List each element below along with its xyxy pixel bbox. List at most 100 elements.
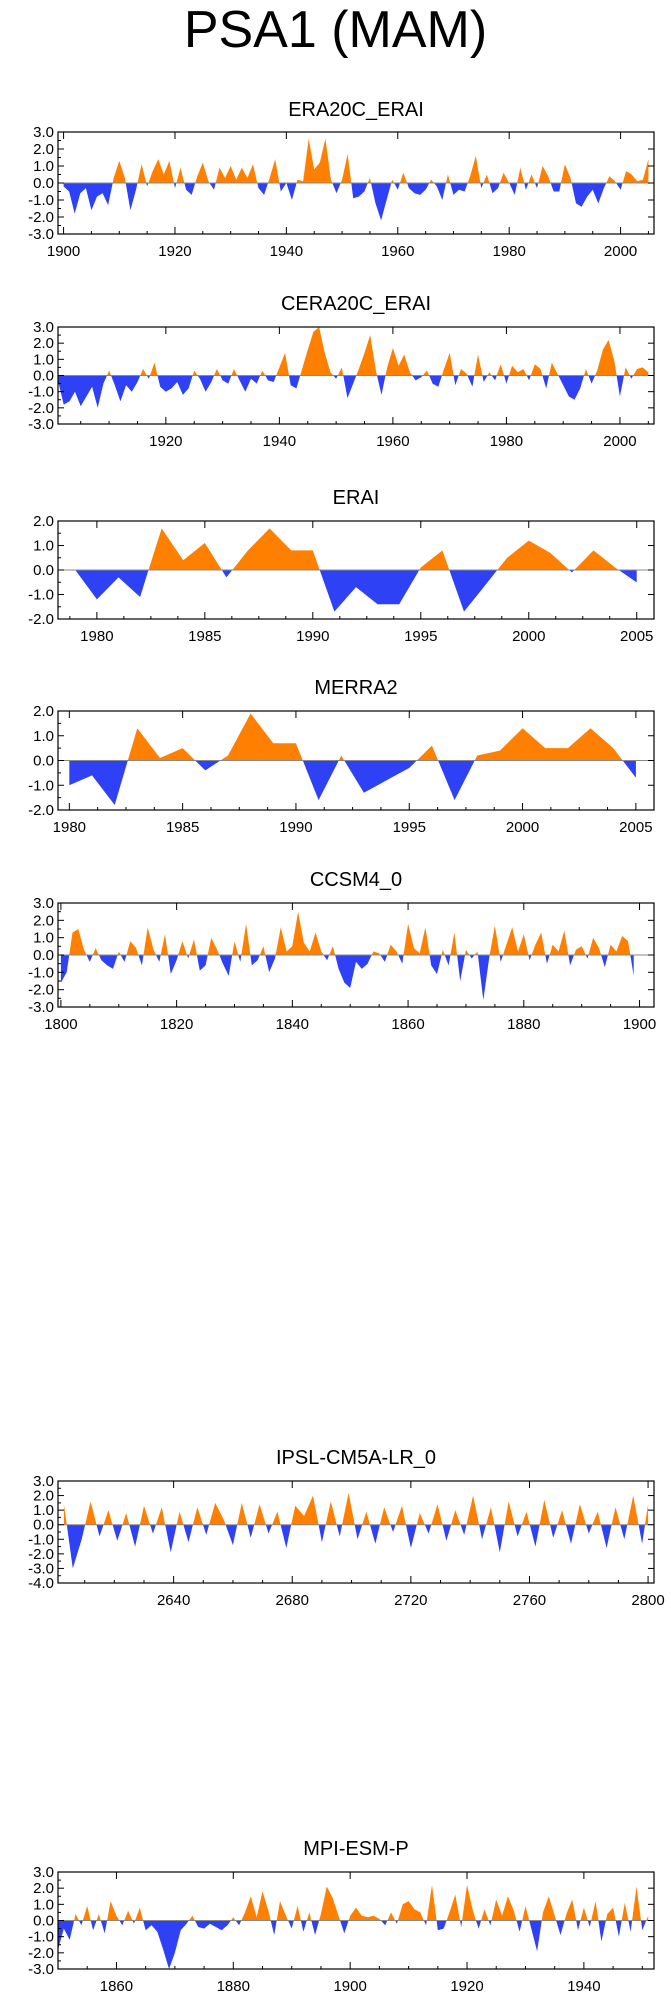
x-tick-label: 2640 (157, 1592, 190, 1609)
y-tick-label: 2.0 (33, 335, 54, 352)
x-tick-label: 1860 (100, 1978, 133, 1995)
y-tick-label: -3.0 (28, 226, 54, 243)
x-tick-label: 1990 (279, 819, 312, 836)
x-tick-label: 1985 (166, 819, 199, 836)
y-tick-label: -3.0 (28, 1560, 54, 1577)
y-tick-label: 2.0 (33, 513, 54, 530)
positive-anomaly-area (58, 327, 649, 376)
x-tick-label: 2000 (604, 243, 637, 260)
y-tick-label: 0.0 (33, 1517, 54, 1534)
chart-panel: CERA20C_ERAI 3.02.01.00.0-1.0-2.0-3.0 1920… (28, 293, 655, 450)
page-title: PSA1 (MAM) (183, 1, 488, 59)
x-tick-label: 1920 (158, 243, 191, 260)
y-tick-label: -2.0 (28, 400, 54, 417)
y-tick-label: -2.0 (28, 209, 54, 226)
y-tick-label: -1.0 (28, 1929, 54, 1946)
y-tick-label: -1.0 (28, 384, 54, 401)
positive-anomaly-area (60, 911, 634, 955)
x-tick-label: 1840 (276, 1016, 309, 1033)
y-tick-label: 0.0 (33, 753, 54, 770)
y-tick-label: -1.0 (28, 964, 54, 981)
x-tick-label: 1920 (149, 433, 182, 450)
y-tick-label: 1.0 (33, 728, 54, 745)
y-tick-label: -2.0 (28, 1546, 54, 1563)
x-tick-label: 2000 (603, 433, 636, 450)
chart-title: MPI-ESM-P (303, 1838, 409, 1860)
negative-anomaly-area (75, 570, 637, 612)
negative-anomaly-area (60, 955, 634, 1001)
positive-anomaly-area (58, 1884, 649, 1921)
y-tick-label: -3.0 (28, 999, 54, 1016)
x-tick-label: 2000 (506, 819, 539, 836)
x-tick-label: 1990 (296, 628, 329, 645)
y-tick-label: 3.0 (33, 1864, 54, 1881)
negative-anomaly-area (58, 1920, 649, 1969)
y-tick-label: 0.0 (33, 368, 54, 385)
y-tick-label: 0.0 (33, 947, 54, 964)
y-tick-label: 1.0 (33, 1502, 54, 1519)
chart-panel: IPSL-CM5A-LR_0 3.02.01.00.0-1.0-2.0-3.0-4… (28, 1447, 665, 1609)
y-tick-label: -1.0 (28, 1531, 54, 1548)
y-tick-label: -1.0 (28, 777, 54, 794)
y-tick-label: 3.0 (33, 124, 54, 141)
x-tick-label: 1940 (567, 1978, 600, 1995)
x-tick-label: 1980 (490, 433, 523, 450)
chart-title: MERRA2 (314, 677, 397, 699)
y-tick-label: 1.0 (33, 158, 54, 175)
y-tick-label: -1.0 (28, 587, 54, 604)
chart-title: CCSM4_0 (310, 869, 402, 891)
y-tick-label: 2.0 (33, 703, 54, 720)
x-tick-label: 2800 (631, 1592, 664, 1609)
x-tick-label: 1940 (270, 243, 303, 260)
x-tick-label: 1985 (188, 628, 221, 645)
chart-title: ERAI (333, 487, 380, 509)
x-tick-label: 1960 (381, 243, 414, 260)
y-tick-label: -2.0 (28, 611, 54, 628)
y-tick-label: 3.0 (33, 319, 54, 336)
x-tick-label: 2760 (513, 1592, 546, 1609)
y-tick-label: -4.0 (28, 1575, 54, 1592)
x-tick-label: 1860 (391, 1016, 424, 1033)
y-tick-label: 1.0 (33, 1896, 54, 1913)
positive-anomaly-area (69, 713, 636, 761)
x-tick-label: 1900 (623, 1016, 656, 1033)
x-tick-label: 1920 (450, 1978, 483, 1995)
chart-panel: MPI-ESM-P 3.02.01.00.0-1.0-2.0-3.0 1860 188… (28, 1838, 655, 1995)
chart-title: CERA20C_ERAI (281, 293, 431, 315)
x-tick-label: 1995 (393, 819, 426, 836)
y-tick-label: 0.0 (33, 1913, 54, 1930)
y-tick-label: 0.0 (33, 175, 54, 192)
x-tick-label: 1800 (44, 1016, 77, 1033)
plot-frame (57, 1480, 655, 1584)
x-tick-label: 1880 (507, 1016, 540, 1033)
x-tick-label: 1980 (53, 819, 86, 836)
y-tick-label: -2.0 (28, 1945, 54, 1962)
y-tick-label: 1.0 (33, 930, 54, 947)
x-tick-label: 2005 (620, 628, 653, 645)
x-tick-label: 2000 (512, 628, 545, 645)
y-tick-label: -2.0 (28, 982, 54, 999)
x-tick-label: 1995 (404, 628, 437, 645)
y-tick-label: -3.0 (28, 1961, 54, 1978)
negative-anomaly-area (69, 760, 636, 805)
y-tick-label: 3.0 (33, 895, 54, 912)
chart-title: ERA20C_ERAI (288, 99, 424, 121)
chart-title: IPSL-CM5A-LR_0 (276, 1447, 436, 1469)
x-tick-label: 2005 (619, 819, 652, 836)
x-tick-label: 1960 (376, 433, 409, 450)
x-tick-label: 2680 (276, 1592, 309, 1609)
y-tick-label: 2.0 (33, 912, 54, 929)
y-tick-label: 0.0 (33, 562, 54, 579)
y-tick-label: 1.0 (33, 351, 54, 368)
y-tick-label: 2.0 (33, 141, 54, 158)
y-tick-label: 2.0 (33, 1880, 54, 1897)
positive-anomaly-area (63, 1492, 649, 1525)
chart-panel: ERAI 2.0 1.0 0.0 -1.0 -2.0 1980 1985 1990 1995 200… (28, 487, 655, 645)
positive-anomaly-area (63, 138, 649, 183)
x-tick-label: 1940 (263, 433, 296, 450)
y-tick-label: -2.0 (28, 802, 54, 819)
negative-anomaly-area (63, 183, 649, 221)
